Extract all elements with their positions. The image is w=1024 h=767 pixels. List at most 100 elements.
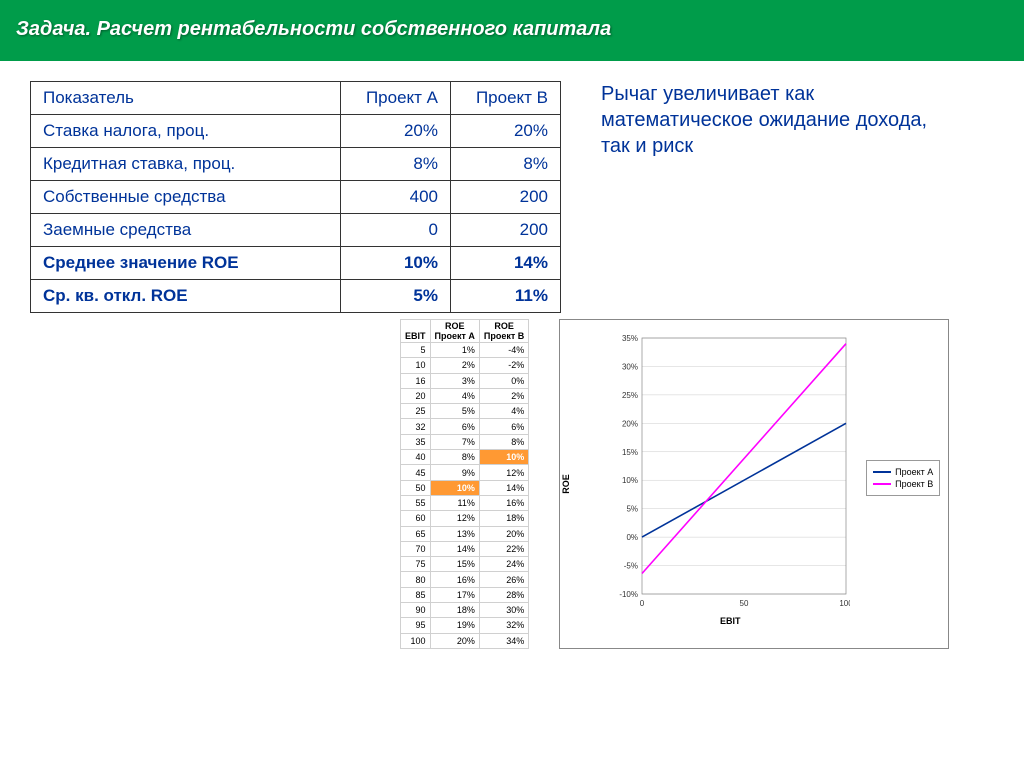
legend-row: Проект В <box>873 479 933 489</box>
mini-cell: 2% <box>430 358 479 373</box>
page-title: Задача. Расчет рентабельности собственно… <box>0 0 1024 61</box>
mini-cell: 22% <box>479 541 528 556</box>
mini-cell: 75 <box>401 557 431 572</box>
mini-cell: 60 <box>401 511 431 526</box>
mini-cell: 12% <box>430 511 479 526</box>
table-cell: 10% <box>341 247 451 280</box>
mini-cell: 10% <box>479 450 528 465</box>
table-header-label: Показатель <box>31 82 341 115</box>
mini-cell: 26% <box>479 572 528 587</box>
mini-cell: 5% <box>430 404 479 419</box>
mini-cell: 8% <box>430 450 479 465</box>
table-cell: 20% <box>451 115 561 148</box>
mini-cell: 0% <box>479 373 528 388</box>
mini-cell: 32% <box>479 618 528 633</box>
svg-text:0%: 0% <box>627 533 639 542</box>
mini-cell: 9% <box>430 465 479 480</box>
table-cell: 8% <box>451 148 561 181</box>
svg-text:0: 0 <box>640 599 645 608</box>
mini-cell: 90 <box>401 603 431 618</box>
mini-cell: 11% <box>430 495 479 510</box>
table-header-col: Проект А <box>341 82 451 115</box>
table-cell: 8% <box>341 148 451 181</box>
chart-xlabel: EBIT <box>610 616 850 626</box>
mini-cell: 50 <box>401 480 431 495</box>
mini-cell: 95 <box>401 618 431 633</box>
svg-text:10%: 10% <box>622 476 638 485</box>
mini-cell: 17% <box>430 587 479 602</box>
mini-table: EBITROEПроект АROEПроект В 51%-4%102%-2%… <box>400 319 529 649</box>
chart-legend: Проект А Проект В <box>866 460 940 496</box>
mini-header: ROEПроект В <box>479 320 528 343</box>
svg-text:5%: 5% <box>627 505 639 514</box>
table-cell: 14% <box>451 247 561 280</box>
mini-cell: 100 <box>401 633 431 648</box>
table-cell: 400 <box>341 181 451 214</box>
table-row-label: Ср. кв. откл. ROE <box>31 280 341 313</box>
content-area: ПоказательПроект АПроект В Ставка налога,… <box>0 61 1024 321</box>
mini-cell: -2% <box>479 358 528 373</box>
mini-cell: 24% <box>479 557 528 572</box>
mini-cell: 20% <box>479 526 528 541</box>
mini-cell: 1% <box>430 343 479 358</box>
mini-cell: 19% <box>430 618 479 633</box>
table-cell: 200 <box>451 214 561 247</box>
svg-text:-5%: -5% <box>624 562 638 571</box>
mini-cell: 30% <box>479 603 528 618</box>
mini-cell: 65 <box>401 526 431 541</box>
mini-cell: 2% <box>479 388 528 403</box>
legend-line <box>873 471 891 473</box>
mini-cell: 8% <box>479 434 528 449</box>
roe-chart: -10%-5%0%5%10%15%20%25%30%35%050100 ROE … <box>559 319 949 649</box>
mini-cell: 16% <box>430 572 479 587</box>
mini-header: EBIT <box>401 320 431 343</box>
mini-cell: 6% <box>430 419 479 434</box>
mini-cell: 5 <box>401 343 431 358</box>
table-row-label: Ставка налога, проц. <box>31 115 341 148</box>
svg-text:15%: 15% <box>622 448 638 457</box>
lower-area: EBITROEПроект АROEПроект В 51%-4%102%-2%… <box>0 319 1024 649</box>
mini-cell: 70 <box>401 541 431 556</box>
mini-cell: 34% <box>479 633 528 648</box>
mini-header: ROEПроект А <box>430 320 479 343</box>
legend-line <box>873 483 891 485</box>
chart-svg: -10%-5%0%5%10%15%20%25%30%35%050100 <box>610 332 850 612</box>
mini-cell: 14% <box>479 480 528 495</box>
mini-cell: 85 <box>401 587 431 602</box>
main-table: ПоказательПроект АПроект В Ставка налога,… <box>30 81 561 313</box>
mini-cell: 20% <box>430 633 479 648</box>
mini-cell: 18% <box>430 603 479 618</box>
svg-text:35%: 35% <box>622 334 638 343</box>
legend-row: Проект А <box>873 467 933 477</box>
mini-cell: 28% <box>479 587 528 602</box>
mini-cell: 14% <box>430 541 479 556</box>
svg-text:-10%: -10% <box>620 590 639 599</box>
mini-cell: 20 <box>401 388 431 403</box>
mini-cell: 15% <box>430 557 479 572</box>
svg-text:30%: 30% <box>622 362 638 371</box>
legend-label: Проект А <box>895 467 933 477</box>
mini-cell: 4% <box>430 388 479 403</box>
mini-cell: 7% <box>430 434 479 449</box>
mini-cell: 32 <box>401 419 431 434</box>
mini-cell: 35 <box>401 434 431 449</box>
mini-cell: 4% <box>479 404 528 419</box>
mini-cell: 18% <box>479 511 528 526</box>
table-row-label: Заемные средства <box>31 214 341 247</box>
mini-cell: 16% <box>479 495 528 510</box>
table-cell: 11% <box>451 280 561 313</box>
mini-cell: 10% <box>430 480 479 495</box>
svg-text:50: 50 <box>740 599 749 608</box>
table-cell: 200 <box>451 181 561 214</box>
mini-cell: 12% <box>479 465 528 480</box>
mini-cell: 3% <box>430 373 479 388</box>
mini-cell: 6% <box>479 419 528 434</box>
mini-cell: -4% <box>479 343 528 358</box>
table-row-label: Кредитная ставка, проц. <box>31 148 341 181</box>
table-cell: 20% <box>341 115 451 148</box>
table-row-label: Среднее значение ROE <box>31 247 341 280</box>
mini-cell: 10 <box>401 358 431 373</box>
mini-cell: 55 <box>401 495 431 510</box>
svg-text:25%: 25% <box>622 391 638 400</box>
table-header-col: Проект В <box>451 82 561 115</box>
